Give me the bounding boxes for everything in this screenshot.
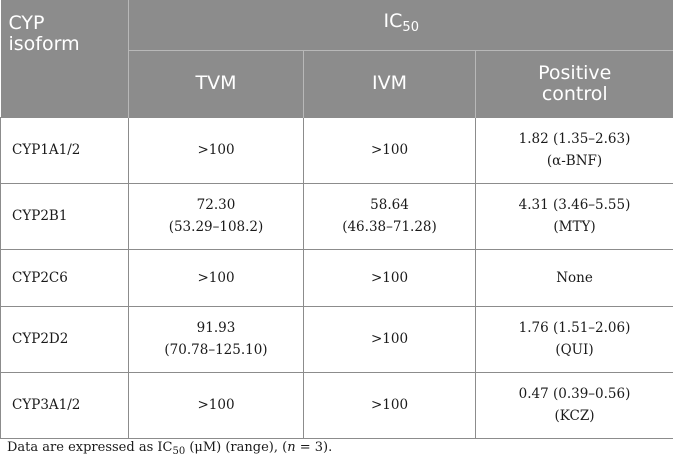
cell-tvm: >100 [128, 248, 304, 307]
cell-positive: 1.82 (1.35–2.63) (α-BNF) [474, 116, 673, 184]
header-ic-main: IC [383, 10, 403, 33]
table-footnote: Data are expressed as IC50 (μM) (range),… [7, 440, 332, 457]
header-cyp-isoform: CYP isoform [0, 0, 129, 117]
cell-line: >100 [197, 269, 235, 286]
header-positive-line2: control [541, 82, 608, 105]
footnote-part1: Data are expressed as IC [7, 440, 173, 455]
header-positive-line1: Positive [538, 61, 612, 84]
table-row: CYP3A1/2 >100 >100 0.47 (0.39–0.56) (KCZ) [0, 371, 673, 439]
table-row: CYP2B1 72.30 (53.29–108.2) 58.64 (46.38–71… [0, 182, 673, 250]
header-ivm: IVM [303, 50, 476, 117]
header-ic50: IC50 [128, 0, 673, 51]
cell-line: 58.64 [370, 197, 409, 213]
cell-tvm: 72.30 (53.29–108.2) [128, 182, 304, 250]
cell-line: (70.78–125.10) [164, 342, 268, 358]
header-ic-subscript: 50 [402, 20, 419, 36]
cell-line: >100 [370, 397, 409, 413]
cell-ivm: >100 [303, 371, 476, 439]
cell-isoform: CYP3A1/2 [0, 371, 129, 439]
cell-ivm: >100 [303, 116, 476, 184]
cell-ivm: 58.64 (46.38–71.28) [303, 182, 476, 250]
header-row-2: TVM IVM Positive control [1, 50, 673, 117]
header-tvm: TVM [128, 50, 304, 117]
header-row-1: CYP isoform IC50 [0, 0, 673, 117]
cell-tvm: 91.93 (70.78–125.10) [128, 305, 304, 373]
cell-line: 1.76 (1.51–2.06) [518, 320, 631, 336]
footnote-part2: (μM) (range), ( [185, 440, 288, 455]
cell-line: 4.31 (3.46–5.55) [518, 197, 631, 213]
cell-line: 91.93 [196, 320, 236, 336]
cell-line: (QUI) [555, 342, 594, 358]
cell-line: (46.38–71.28) [342, 219, 437, 235]
cell-line: None [556, 269, 593, 286]
cell-ivm: >100 [303, 248, 476, 307]
cell-isoform: CYP2B1 [0, 182, 129, 250]
cell-positive: 4.31 (3.46–5.55) (MTY) [474, 182, 673, 250]
cell-positive: 0.47 (0.39–0.56) (KCZ) [474, 371, 673, 439]
ic50-table: CYP isoform IC50 TVM IVM Positive contro… [0, 0, 673, 439]
cell-line: >100 [370, 142, 409, 158]
cell-line: 72.30 [196, 197, 236, 213]
footnote-part3: = 3). [295, 440, 333, 455]
header-positive-control: Positive control [474, 50, 673, 117]
cell-line: >100 [370, 269, 409, 286]
cell-line: >100 [197, 397, 235, 413]
cell-line: (KCZ) [554, 408, 595, 424]
cell-isoform: CYP2C6 [0, 248, 129, 307]
cell-positive: None [474, 248, 673, 307]
cell-isoform: CYP1A1/2 [0, 116, 129, 184]
table-row: CYP1A1/2 >100 >100 1.82 (1.35–2.63) (α-BN… [0, 116, 673, 184]
table-row: CYP2D2 91.93 (70.78–125.10) >100 1.76 (1.… [0, 305, 673, 373]
footnote-subscript: 50 [172, 446, 186, 457]
cell-tvm: >100 [128, 371, 304, 439]
cell-line: 0.47 (0.39–0.56) [518, 386, 631, 402]
cell-line: 1.82 (1.35–2.63) [518, 131, 631, 147]
header-cyp-line2: isoform [8, 33, 80, 55]
cell-positive: 1.76 (1.51–2.06) (QUI) [474, 305, 673, 373]
cell-line: >100 [370, 331, 409, 347]
footnote-n: n [287, 440, 296, 455]
cell-line: (MTY) [553, 219, 596, 235]
header-cyp-line1: CYP [8, 12, 45, 34]
cell-isoform: CYP2D2 [0, 305, 129, 373]
cell-line: >100 [197, 142, 235, 158]
cell-ivm: >100 [303, 305, 476, 373]
cell-line: (α-BNF) [546, 153, 603, 169]
cell-line: (53.29–108.2) [168, 219, 264, 235]
table-row: CYP2C6 >100 >100 None [0, 248, 673, 307]
cell-tvm: >100 [128, 116, 304, 184]
